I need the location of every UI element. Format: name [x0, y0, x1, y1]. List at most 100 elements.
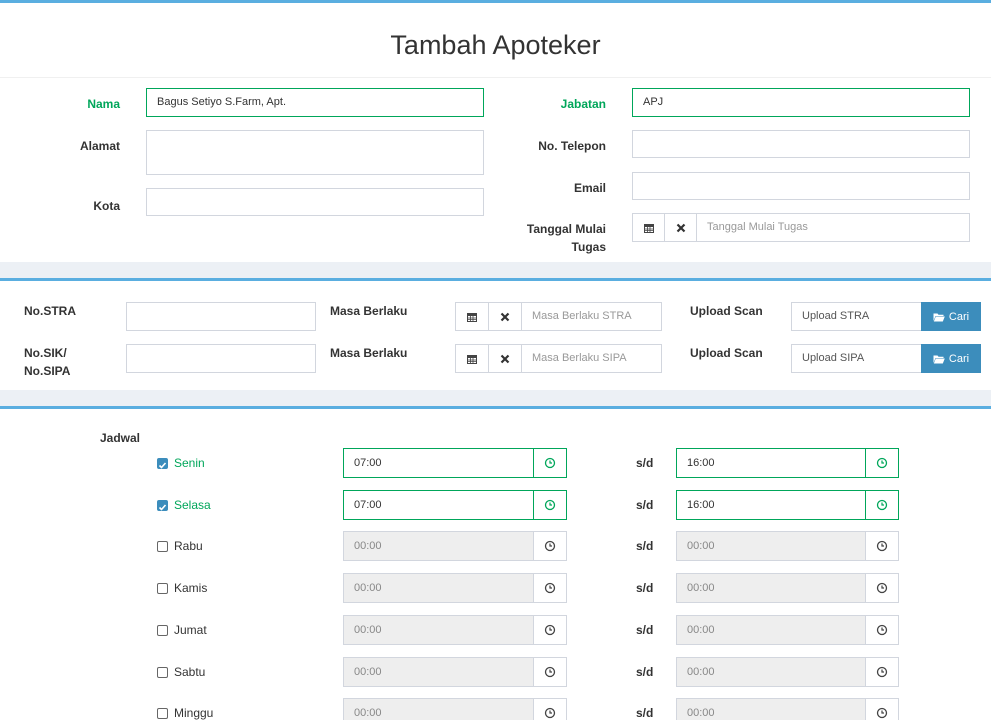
separator: s/d [636, 456, 654, 470]
day-label: Kamis [174, 581, 208, 596]
clock-icon [544, 666, 556, 677]
clear-button[interactable] [488, 302, 522, 331]
day-checkbox[interactable] [157, 666, 168, 678]
clock-button[interactable] [865, 448, 899, 478]
field-label: Kota [93, 199, 120, 213]
clock-button[interactable] [865, 489, 899, 520]
panel-schedule: Jadwal Senin 07:00 s/d 16:00 Selasa 07:00 s/d 16… [0, 406, 991, 720]
date-input[interactable]: Masa Berlaku SIPA [521, 344, 662, 373]
separator: s/d [636, 581, 654, 596]
start-time-input[interactable]: 00:00 [343, 698, 534, 720]
folder-icon [933, 355, 945, 363]
separator: s/d [636, 664, 654, 679]
times-icon [500, 354, 510, 363]
upload-input[interactable]: Upload STRA [791, 302, 922, 331]
text-input[interactable] [632, 172, 970, 200]
calendar-button[interactable] [455, 344, 489, 373]
clock-button[interactable] [533, 656, 567, 687]
clock-icon [544, 541, 556, 552]
field-label: No. Telepon [538, 139, 606, 153]
day-checkbox[interactable] [157, 583, 168, 595]
clock-button[interactable] [865, 614, 899, 645]
end-time-input[interactable]: 00:00 [676, 698, 866, 720]
clock-icon [544, 457, 556, 469]
text-input[interactable]: Bagus Setiyo S.Farm, Apt. [146, 88, 484, 117]
button-label: Cari [948, 310, 970, 323]
start-time-input[interactable]: 07:00 [343, 448, 534, 478]
separator: s/d [636, 539, 654, 554]
clock-icon [876, 541, 888, 552]
clock-icon [876, 624, 888, 635]
divider [0, 77, 991, 78]
end-time-input[interactable]: 16:00 [676, 448, 866, 478]
field-label: Upload Scan [690, 304, 763, 318]
clock-icon [876, 666, 888, 677]
clock-button[interactable] [865, 698, 899, 720]
day-label: Jumat [174, 622, 207, 637]
clock-button[interactable] [533, 573, 567, 604]
field-label: No.SIK/ No.SIPA [24, 346, 71, 378]
calendar-button[interactable] [455, 302, 489, 331]
field-label: Alamat [79, 139, 120, 153]
start-time-input[interactable]: 07:00 [343, 489, 534, 520]
day-checkbox[interactable] [157, 458, 168, 469]
date-input[interactable]: Masa Berlaku STRA [521, 302, 662, 331]
day-checkbox[interactable] [157, 624, 168, 636]
day-label: Senin [174, 456, 205, 470]
start-time-input[interactable]: 00:00 [343, 531, 534, 562]
check-mark [158, 504, 167, 511]
field-label: Upload Scan [690, 346, 763, 360]
clock-button[interactable] [533, 448, 567, 478]
end-time-input[interactable]: 16:00 [676, 489, 866, 520]
license-number-input[interactable] [126, 302, 316, 331]
field-label: Tanggal Mulai Tugas [526, 222, 606, 254]
text-input[interactable] [146, 130, 484, 175]
check-mark [158, 462, 167, 469]
day-label: Sabtu [174, 664, 206, 679]
start-time-input[interactable]: 00:00 [343, 614, 534, 645]
calendar-icon [467, 312, 477, 322]
clock-button[interactable] [865, 573, 899, 604]
clock-icon [544, 624, 556, 635]
browse-button[interactable]: Cari [921, 344, 981, 373]
clock-button[interactable] [533, 614, 567, 645]
day-label: Rabu [174, 539, 203, 554]
start-time-input[interactable]: 00:00 [343, 656, 534, 687]
text-input[interactable] [632, 130, 970, 158]
field-label: Nama [87, 97, 120, 111]
separator: s/d [636, 622, 654, 637]
panel-identity: Tambah Apoteker Nama Bagus Setiyo S.Farm, … [0, 0, 991, 262]
field-label: Masa Berlaku [330, 304, 408, 318]
date-input[interactable]: Tanggal Mulai Tugas [696, 213, 970, 242]
day-checkbox[interactable] [157, 499, 168, 511]
field-label: Jadwal [99, 431, 140, 445]
day-checkbox[interactable] [157, 708, 168, 720]
end-time-input[interactable]: 00:00 [676, 573, 866, 604]
start-time-input[interactable]: 00:00 [343, 573, 534, 604]
clear-button[interactable] [488, 344, 522, 373]
upload-input[interactable]: Upload SIPA [791, 344, 922, 373]
browse-button[interactable]: Cari [921, 302, 981, 331]
clock-icon [544, 708, 556, 719]
end-time-input[interactable]: 00:00 [676, 656, 866, 687]
clear-button[interactable] [664, 213, 697, 242]
day-checkbox[interactable] [157, 541, 168, 553]
end-time-input[interactable]: 00:00 [676, 614, 866, 645]
times-icon [676, 223, 685, 232]
calendar-icon [467, 354, 477, 364]
clock-button[interactable] [533, 531, 567, 562]
calendar-icon [643, 223, 654, 233]
clock-button[interactable] [533, 489, 567, 520]
end-time-input[interactable]: 00:00 [676, 531, 866, 562]
text-input[interactable] [146, 188, 484, 216]
page-title: Tambah Apoteker [390, 30, 601, 60]
clock-button[interactable] [865, 656, 899, 687]
license-number-input[interactable] [126, 344, 316, 373]
text-input[interactable]: APJ [632, 88, 970, 117]
clock-button[interactable] [533, 698, 567, 720]
day-label: Minggu [174, 706, 214, 720]
clock-icon [876, 582, 888, 594]
calendar-button[interactable] [632, 213, 665, 242]
clock-button[interactable] [865, 531, 899, 562]
